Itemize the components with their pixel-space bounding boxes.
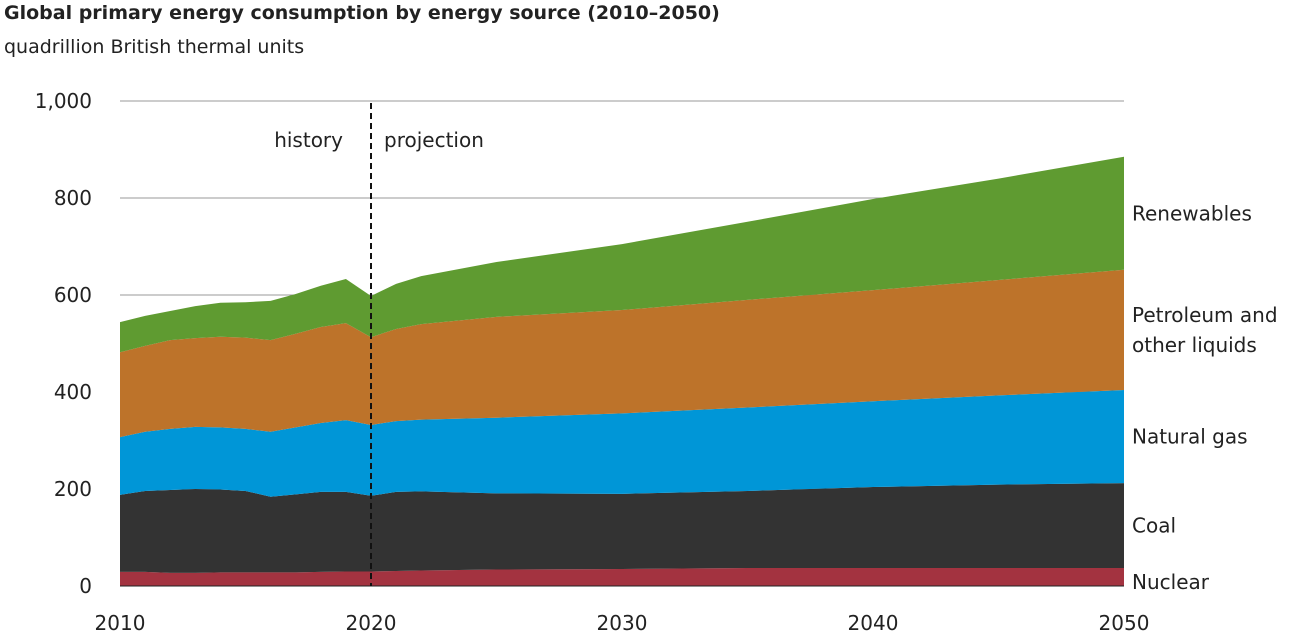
y-tick-label: 0 — [79, 574, 92, 598]
x-tick-label: 2030 — [597, 611, 648, 635]
y-tick-label: 200 — [54, 477, 92, 501]
area-nuclear — [120, 568, 1124, 586]
x-tick-label: 2010 — [95, 611, 146, 635]
label-nuclear: Nuclear — [1132, 570, 1210, 594]
projection-label: projection — [384, 128, 484, 152]
x-tick-label: 2020 — [346, 611, 397, 635]
x-tick-label: 2050 — [1099, 611, 1150, 635]
label-renewables: Renewables — [1132, 201, 1252, 225]
chart-title: Global primary energy consumption by ene… — [4, 2, 720, 24]
history-label: history — [274, 128, 343, 152]
x-tick-label: 2040 — [848, 611, 899, 635]
label-natural-gas: Natural gas — [1132, 425, 1248, 449]
label-petroleum-and-other-liquids: other liquids — [1132, 333, 1257, 357]
y-tick-label: 400 — [54, 380, 92, 404]
area-natural-gas — [120, 390, 1124, 497]
label-petroleum-and-other-liquids: Petroleum and — [1132, 303, 1278, 327]
y-tick-label: 600 — [54, 283, 92, 307]
y-tick-label: 800 — [54, 186, 92, 210]
y-tick-label: 1,000 — [35, 89, 92, 113]
chart-subtitle: quadrillion British thermal units — [4, 36, 305, 58]
label-coal: Coal — [1132, 514, 1176, 538]
